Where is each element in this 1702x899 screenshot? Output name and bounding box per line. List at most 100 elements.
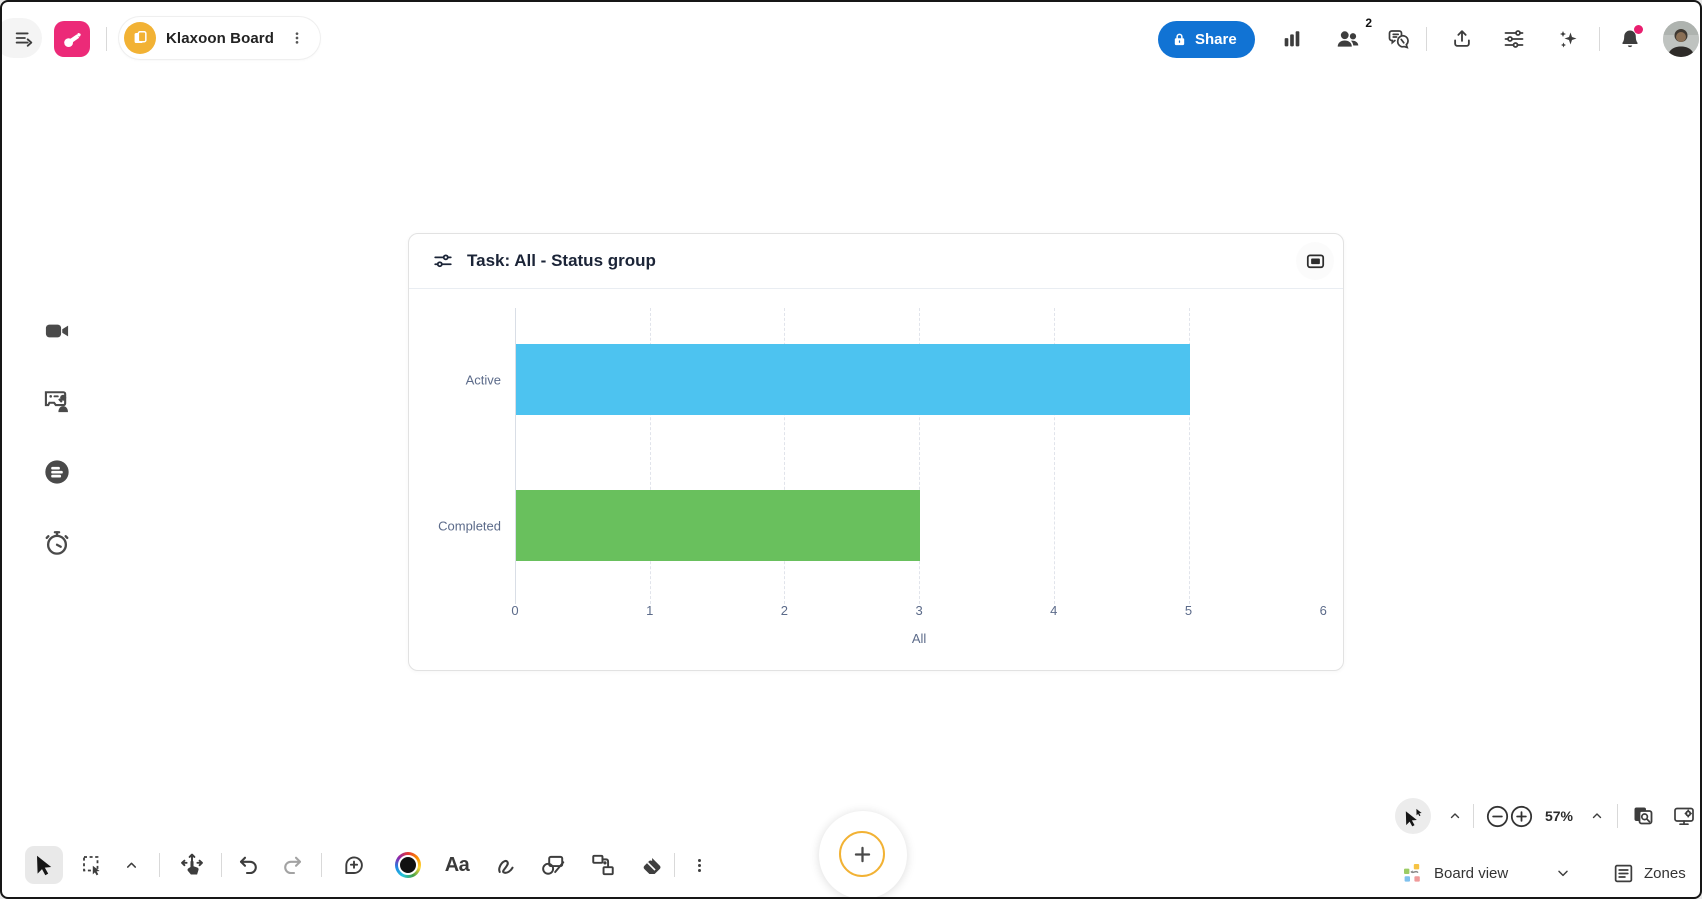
connector-tool-button[interactable]	[584, 846, 622, 884]
rail-timer-button[interactable]	[42, 528, 72, 558]
bell-icon	[1618, 27, 1642, 51]
zones-button[interactable]: Zones	[1606, 854, 1692, 892]
rail-survey-button[interactable]	[42, 457, 72, 487]
multi-cursor-icon	[1402, 805, 1425, 828]
share-button[interactable]: Share	[1158, 21, 1255, 58]
pen-tool-button[interactable]	[487, 846, 525, 884]
text-tool-label: Aa	[444, 853, 470, 876]
color-picker-button[interactable]	[389, 846, 427, 884]
x-tick-label: 4	[1050, 603, 1058, 618]
pan-tool-button[interactable]	[173, 846, 211, 884]
chart-widget-card[interactable]: Task: All - Status group 0 1 2 3 4 5 6 Active Co…	[408, 233, 1344, 671]
cursor-arrow-icon	[32, 853, 56, 877]
chart-title: Task: All - Status group	[467, 251, 656, 270]
marquee-select-tool-button[interactable]	[73, 846, 111, 884]
zones-list-icon	[1612, 862, 1635, 885]
notifications-button[interactable]	[1611, 20, 1649, 58]
minimap-button[interactable]	[1624, 797, 1662, 835]
settings-sliders-button[interactable]	[1495, 20, 1533, 58]
board-icon	[124, 22, 156, 54]
upload-icon	[1451, 28, 1473, 50]
zoom-expand-button[interactable]	[1582, 797, 1612, 835]
shapes-tool-button[interactable]	[534, 846, 572, 884]
controls-divider-1	[1473, 804, 1474, 828]
x-tick-label: 1	[646, 603, 654, 618]
collaborator-cursors-button[interactable]	[1395, 798, 1431, 834]
comments-button[interactable]	[1380, 20, 1418, 58]
x-axis-title: All	[911, 631, 927, 646]
klaxoon-logo[interactable]	[54, 21, 90, 57]
eraser-icon	[639, 853, 664, 878]
poll-circle-icon	[43, 458, 71, 486]
sidebar-expand-button[interactable]	[2, 18, 42, 58]
chart-gridline	[1053, 308, 1055, 604]
notification-dot	[1634, 25, 1643, 34]
board-view-icon	[1401, 861, 1425, 885]
y-category-label: Completed	[438, 518, 501, 533]
board-title-pill[interactable]: Klaxoon Board	[119, 17, 320, 59]
zoom-in-button[interactable]	[1506, 797, 1536, 835]
chat-bubbles-icon	[1387, 27, 1411, 51]
undo-button[interactable]	[230, 846, 268, 884]
chart-settings-icon	[432, 250, 454, 272]
chart-gridline	[784, 308, 786, 604]
connector-icon	[590, 852, 616, 878]
add-content-fab[interactable]	[819, 811, 907, 897]
board-title: Klaxoon Board	[166, 29, 274, 47]
chart-bar	[516, 490, 921, 561]
sliders-icon	[1502, 27, 1526, 51]
chevron-up-icon	[1590, 809, 1604, 823]
pen-scribble-icon	[493, 852, 519, 878]
user-avatar[interactable]	[1663, 21, 1699, 57]
kebab-menu-icon	[691, 857, 708, 874]
select-tool-button[interactable]	[25, 846, 63, 884]
display-settings-button[interactable]	[1665, 797, 1700, 835]
zoom-out-button[interactable]	[1482, 797, 1512, 835]
toolbar-divider-2	[221, 853, 222, 877]
select-tool-expand-button[interactable]	[116, 846, 146, 884]
export-button[interactable]	[1443, 20, 1481, 58]
comment-plus-icon	[342, 853, 366, 877]
ai-assistant-button[interactable]	[1549, 20, 1587, 58]
chart-gridline	[919, 308, 921, 604]
stats-button[interactable]	[1273, 20, 1311, 58]
marquee-select-icon	[80, 853, 104, 877]
chart-gridline	[1188, 308, 1190, 604]
chart-axis-line	[515, 308, 516, 604]
topbar-divider-3	[1599, 27, 1600, 51]
presenter-board-icon	[43, 387, 71, 415]
board-menu-button[interactable]	[284, 25, 310, 51]
focus-frame-icon	[1305, 251, 1326, 272]
rail-video-button[interactable]	[42, 316, 72, 346]
redo-button[interactable]	[273, 846, 311, 884]
frames-magnifier-icon	[1631, 804, 1655, 828]
toolbar-divider-4	[674, 853, 675, 877]
zoom-level-indicator[interactable]: 57%	[1544, 808, 1574, 824]
text-tool-button[interactable]: Aa	[438, 846, 476, 884]
more-tools-button[interactable]	[683, 846, 715, 884]
stopwatch-icon	[43, 529, 71, 557]
chart-header: Task: All - Status group	[409, 234, 1343, 289]
chevron-down-icon	[1555, 865, 1571, 881]
toolbar-divider-3	[321, 853, 322, 877]
x-tick-label: 2	[780, 603, 789, 618]
people-icon	[1335, 26, 1361, 52]
rail-whiteboard-session-button[interactable]	[42, 386, 72, 416]
x-tick-label: 5	[1184, 603, 1193, 618]
board-view-select[interactable]: Board view	[1395, 854, 1577, 892]
eraser-tool-button[interactable]	[632, 846, 670, 884]
plus-circle-icon	[1509, 804, 1534, 829]
toolbar-divider-1	[159, 853, 160, 877]
chart-focus-button[interactable]	[1296, 242, 1334, 280]
monitor-gear-icon	[1672, 804, 1696, 828]
chevron-up-icon	[124, 858, 139, 873]
cursors-expand-button[interactable]	[1440, 797, 1470, 835]
share-button-label: Share	[1195, 31, 1237, 48]
kebab-menu-icon	[289, 30, 305, 46]
add-idea-button[interactable]	[335, 846, 373, 884]
video-camera-icon	[43, 317, 71, 345]
x-tick-label: 3	[915, 603, 923, 618]
sparkles-icon	[1556, 27, 1580, 51]
participants-button[interactable]: 2	[1329, 16, 1372, 58]
